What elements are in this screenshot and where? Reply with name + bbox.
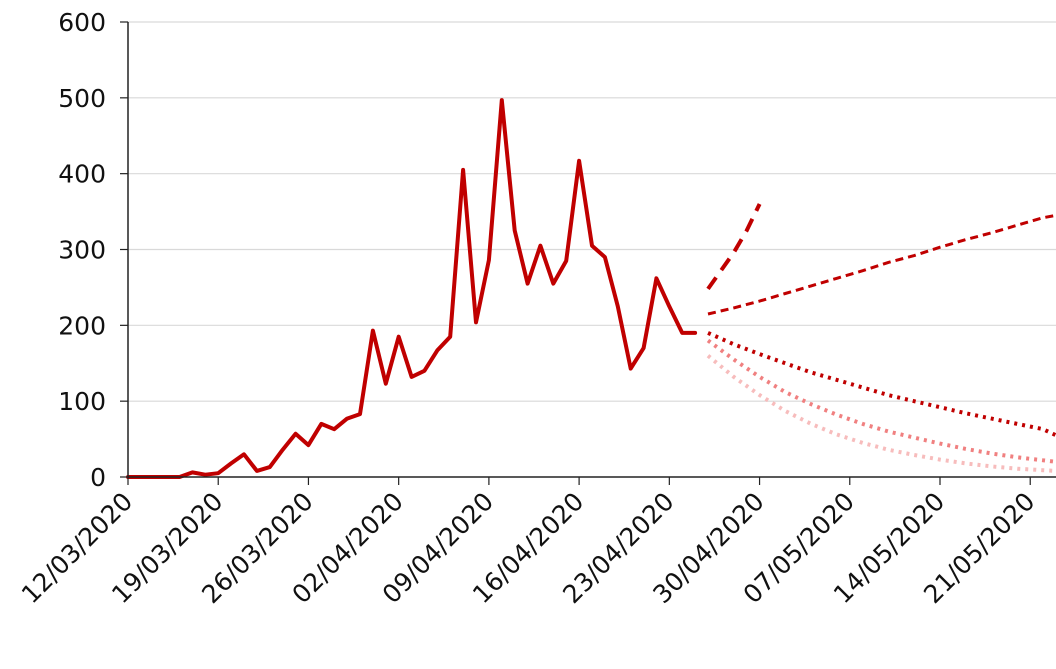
series-lines	[126, 98, 1056, 479]
y-tick-label: 0	[90, 463, 106, 492]
y-tick-label: 400	[58, 160, 106, 189]
y-tick-label: 200	[58, 311, 106, 340]
x-axis-tick-labels: 12/03/202019/03/202026/03/202002/04/2020…	[16, 477, 1040, 609]
series-line-2	[706, 203, 762, 291]
series-line-1	[126, 98, 698, 479]
y-tick-label: 100	[58, 387, 106, 416]
y-tick-label: 600	[58, 8, 106, 37]
y-tick-label: 300	[58, 236, 106, 265]
gridlines	[128, 21, 1056, 402]
series-line-3	[707, 213, 1056, 316]
series-line-4	[707, 331, 1056, 438]
y-tick-label: 500	[58, 84, 106, 113]
y-axis-tick-labels: 0 100 200 300 400 500 600	[58, 8, 128, 492]
series-line-5	[706, 338, 1056, 464]
